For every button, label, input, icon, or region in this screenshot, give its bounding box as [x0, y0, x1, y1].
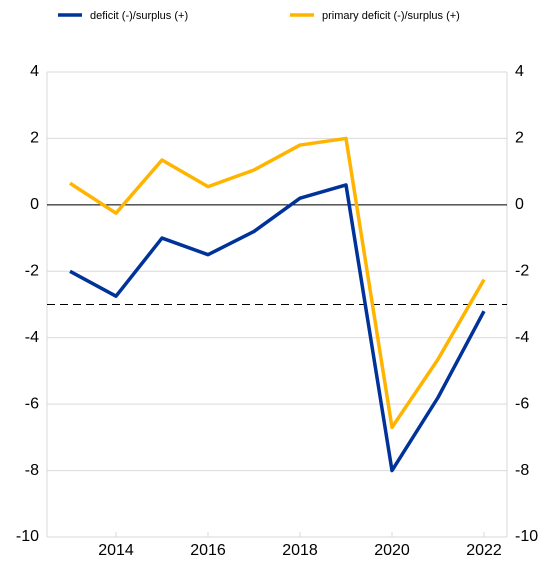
series-line [69, 136, 486, 430]
x-tick-label: 2022 [466, 542, 502, 559]
y-tick-label: -2 [25, 263, 39, 280]
y-tick-label: 2 [30, 130, 39, 147]
series-line [69, 183, 486, 473]
y-tick-label: 0 [30, 196, 39, 213]
y2-tick-label: -4 [515, 329, 529, 346]
x-tick-label: 2020 [374, 542, 410, 559]
y2-tick-label: 2 [515, 130, 524, 147]
legend-label: primary deficit (-)/surplus (+) [322, 10, 460, 22]
x-tick-label: 2018 [282, 542, 318, 559]
y-tick-label: 4 [30, 63, 39, 80]
x-tick-label: 2016 [190, 542, 226, 559]
y2-tick-label: 4 [515, 63, 524, 80]
y2-tick-label: 0 [515, 196, 524, 213]
y-tick-label: -8 [25, 462, 39, 479]
y-tick-label: -10 [16, 528, 39, 545]
y2-tick-label: -6 [515, 395, 529, 412]
y2-tick-label: -8 [515, 462, 529, 479]
y-tick-label: -6 [25, 395, 39, 412]
legend-label: deficit (-)/surplus (+) [90, 10, 188, 22]
y2-tick-label: -2 [515, 263, 529, 280]
y-tick-label: -4 [25, 329, 39, 346]
y2-tick-label: -10 [515, 528, 538, 545]
x-tick-label: 2014 [98, 542, 134, 559]
